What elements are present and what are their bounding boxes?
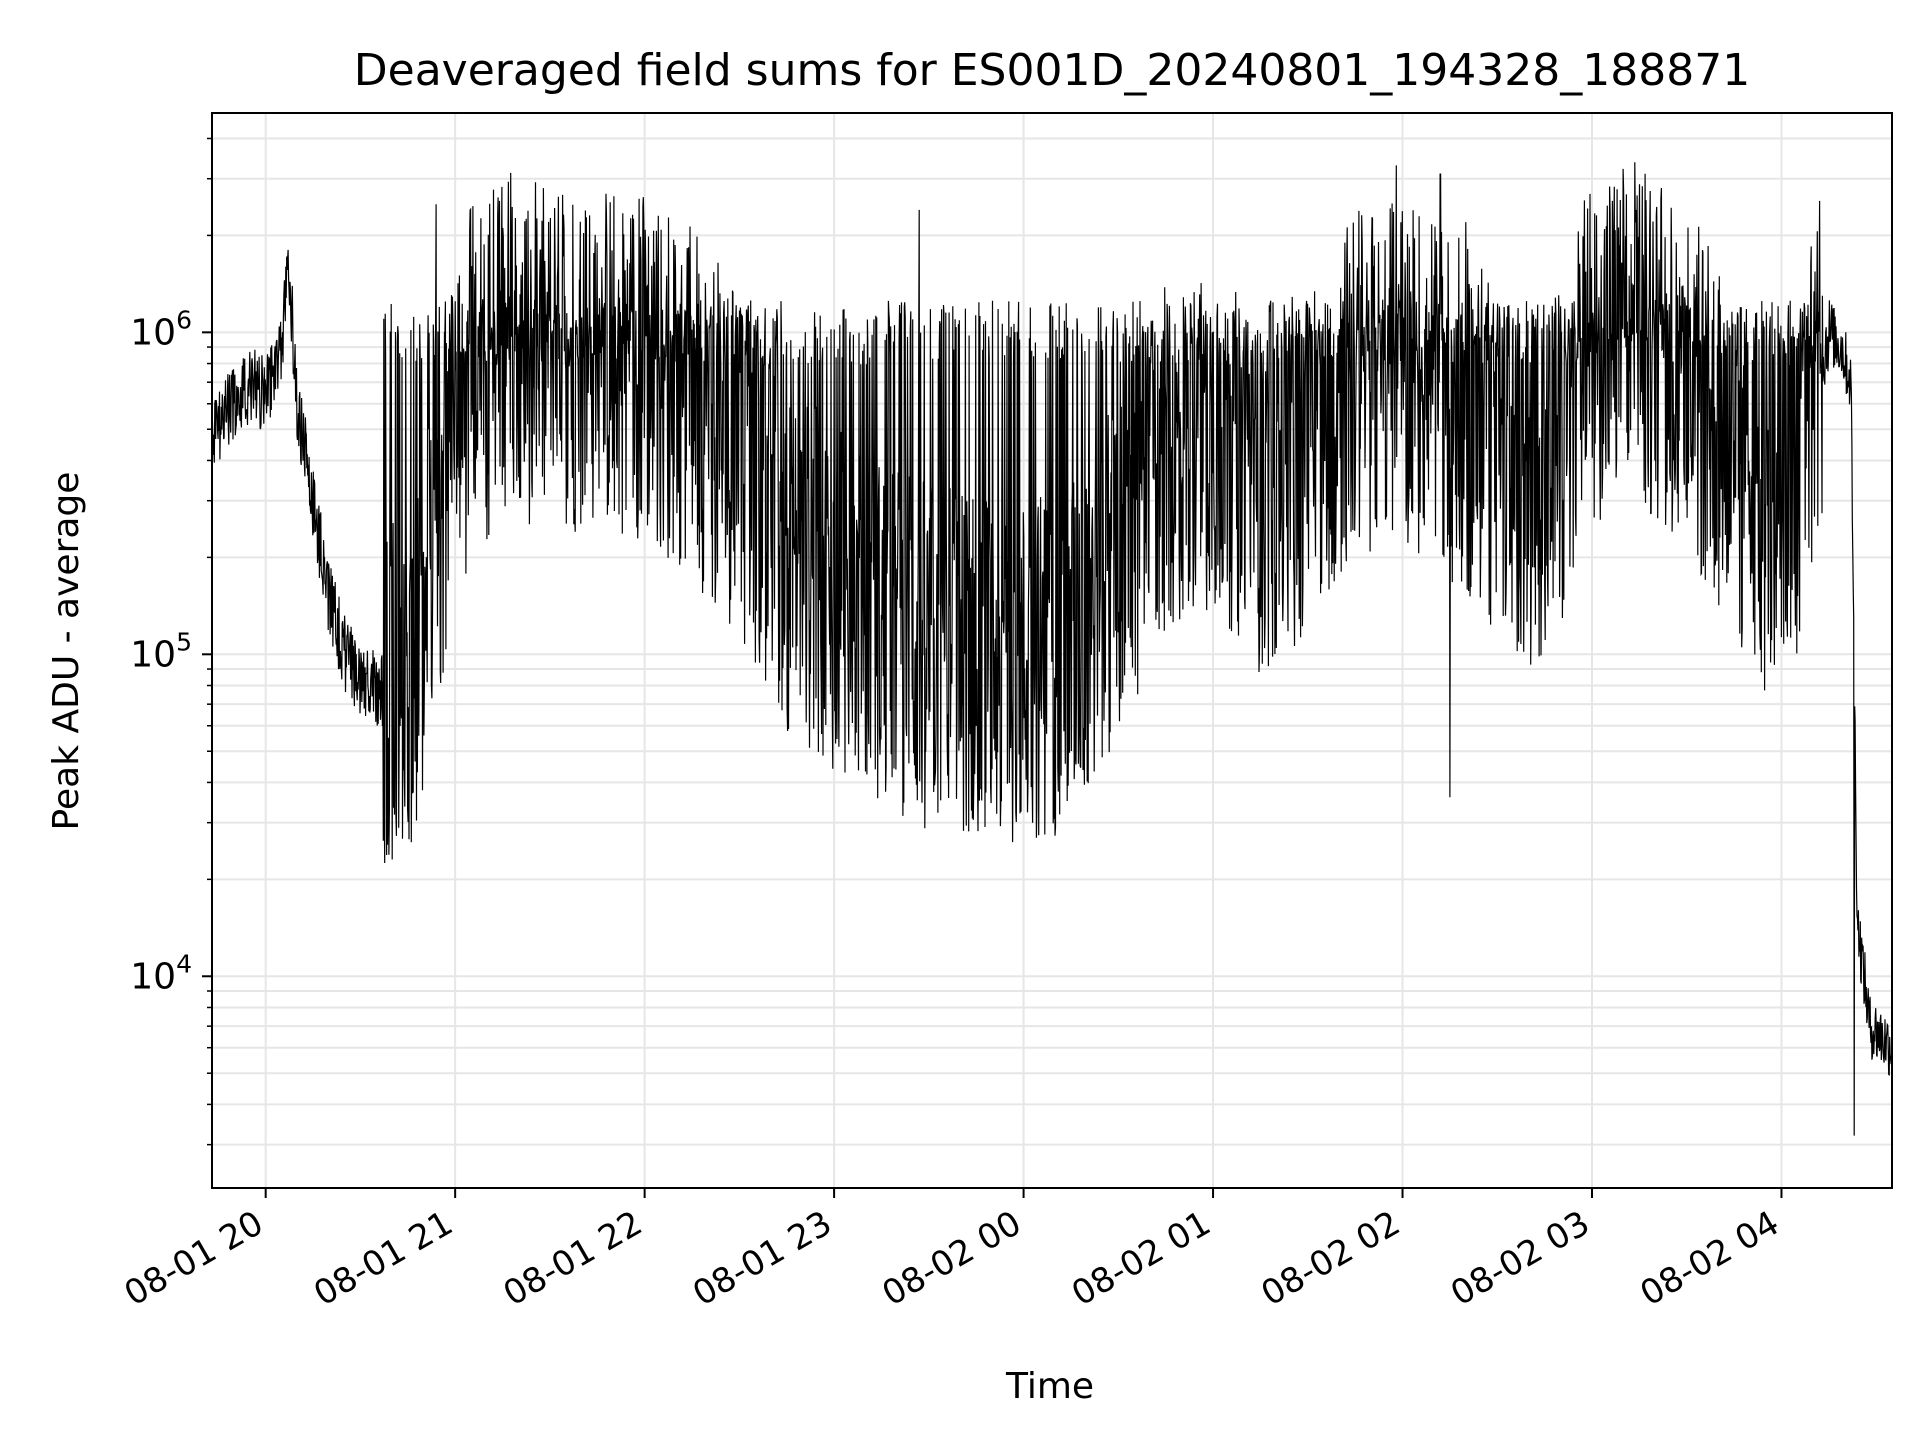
y-axis-label: Peak ADU - average [46, 472, 87, 831]
plot-frame [211, 112, 1893, 1189]
x-tick-label: 08-02 04 [1634, 1203, 1786, 1314]
x-tick-label: 08-02 03 [1444, 1203, 1596, 1314]
y-tick-label: 105 [130, 627, 192, 675]
series-line [211, 162, 1893, 1136]
x-tick-label: 08-01 21 [307, 1203, 459, 1314]
x-axis-label: Time [1005, 1366, 1094, 1407]
x-axis: 08-01 20 08-01 21 08-01 22 08-01 23 08-02 00… [118, 1188, 1786, 1314]
series-group [211, 162, 1893, 1136]
y-tick-label: 104 [130, 949, 192, 997]
y-tick-label: 106 [130, 305, 192, 353]
x-tick-label: 08-01 22 [497, 1203, 649, 1314]
x-tick-label: 08-01 23 [686, 1203, 838, 1314]
x-tick-label: 08-02 01 [1065, 1203, 1217, 1314]
x-tick-label: 08-02 00 [876, 1203, 1028, 1314]
x-tick-label: 08-02 02 [1255, 1203, 1407, 1314]
chart-title: Deaveraged field sums for ES001D_2024080… [354, 45, 1750, 96]
x-tick-label: 08-01 20 [118, 1203, 270, 1314]
y-axis: 104 105 106 [130, 137, 212, 1146]
